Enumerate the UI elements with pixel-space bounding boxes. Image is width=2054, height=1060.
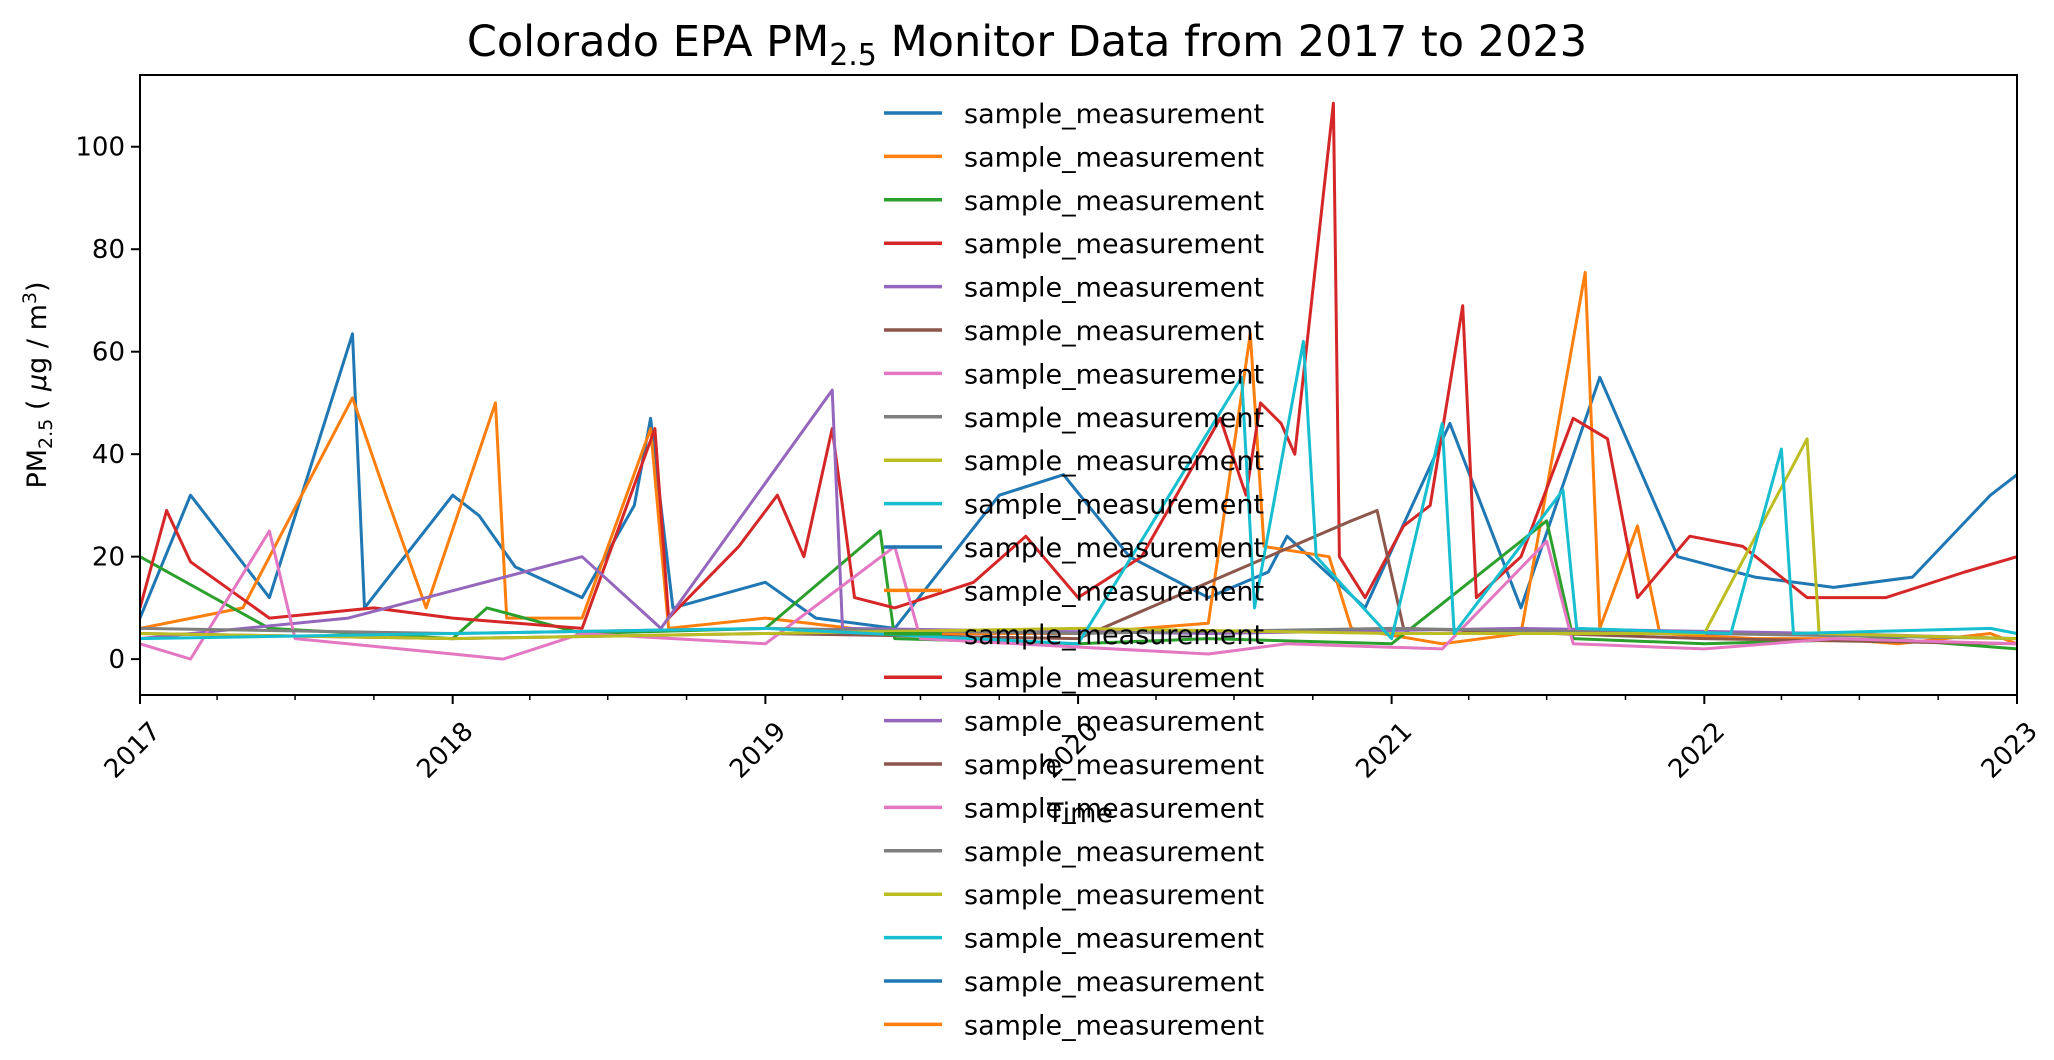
legend-label: sample_measurement xyxy=(964,707,1264,738)
y-axis-label-end: ) xyxy=(22,281,53,292)
chart-title-subscript: 2.5 xyxy=(829,38,877,73)
series-line-7 xyxy=(140,529,2017,661)
x-tick-label: 2023 xyxy=(1976,717,2044,785)
series-line-4 xyxy=(140,101,2017,630)
legend-label: sample_measurement xyxy=(964,967,1264,998)
x-tick-label: 2017 xyxy=(99,717,167,785)
legend-label: sample_measurement xyxy=(964,880,1264,911)
y-tick-label: 100 xyxy=(75,133,125,163)
y-axis-label-mid: ( xyxy=(22,391,53,419)
y-axis-label-superscript: 3 xyxy=(19,292,41,304)
legend-label: sample_measurement xyxy=(964,446,1264,477)
chart-title-suffix: Monitor Data from 2017 to 2023 xyxy=(877,17,1587,67)
x-tick-label: 2018 xyxy=(411,717,479,785)
legend-label: sample_measurement xyxy=(964,186,1264,217)
y-tick-label: 80 xyxy=(92,235,125,265)
x-axis-label: Time xyxy=(1046,798,1113,829)
chart-title: Colorado EPA PM2.5 Monitor Data from 201… xyxy=(467,17,1587,73)
legend-label: sample_measurement xyxy=(964,490,1264,521)
y-axis-label-prefix: PM xyxy=(22,449,53,489)
legend-label: sample_measurement xyxy=(964,359,1264,390)
legend-label: sample_measurement xyxy=(964,99,1264,130)
legend-label: sample_measurement xyxy=(964,576,1264,607)
legend-label: sample_measurement xyxy=(964,620,1264,651)
legend-label: sample_measurement xyxy=(964,750,1264,781)
legend-label: sample_measurement xyxy=(964,273,1264,304)
y-tick-label: 40 xyxy=(92,440,125,470)
y-axis: 0 20 40 60 80 100 xyxy=(75,133,140,675)
legend-label: sample_measurement xyxy=(964,837,1264,868)
legend-label: sample_measurement xyxy=(964,1010,1264,1041)
legend-label: sample_measurement xyxy=(964,403,1264,434)
series-line-10 xyxy=(140,339,2017,646)
series-layer xyxy=(140,101,2017,661)
x-tick-label: 2022 xyxy=(1663,717,1731,785)
legend-label: sample_measurement xyxy=(964,142,1264,173)
x-tick-label: 2019 xyxy=(724,717,792,785)
legend-label: sample_measurement xyxy=(964,924,1264,955)
y-axis-label-mu: μ xyxy=(22,374,53,392)
legend: sample_measurementsample_measurementsamp… xyxy=(884,99,1264,1041)
y-tick-label: 20 xyxy=(92,543,125,573)
legend-label: sample_measurement xyxy=(964,316,1264,347)
legend-label: sample_measurement xyxy=(964,793,1264,824)
y-tick-label: 0 xyxy=(108,645,125,675)
y-axis-label-unit: g / m xyxy=(22,304,53,374)
legend-label: sample_measurement xyxy=(964,533,1264,564)
legend-label: sample_measurement xyxy=(964,663,1264,694)
x-tick-label: 2021 xyxy=(1350,717,1418,785)
y-axis-label-subscript: 2.5 xyxy=(35,419,57,449)
chart-title-prefix: Colorado EPA PM xyxy=(467,17,829,67)
legend-label: sample_measurement xyxy=(964,229,1264,260)
y-tick-label: 60 xyxy=(92,338,125,368)
y-axis-label: PM2.5 ( μg / m3) xyxy=(19,281,57,488)
series-line-1 xyxy=(140,332,2017,630)
